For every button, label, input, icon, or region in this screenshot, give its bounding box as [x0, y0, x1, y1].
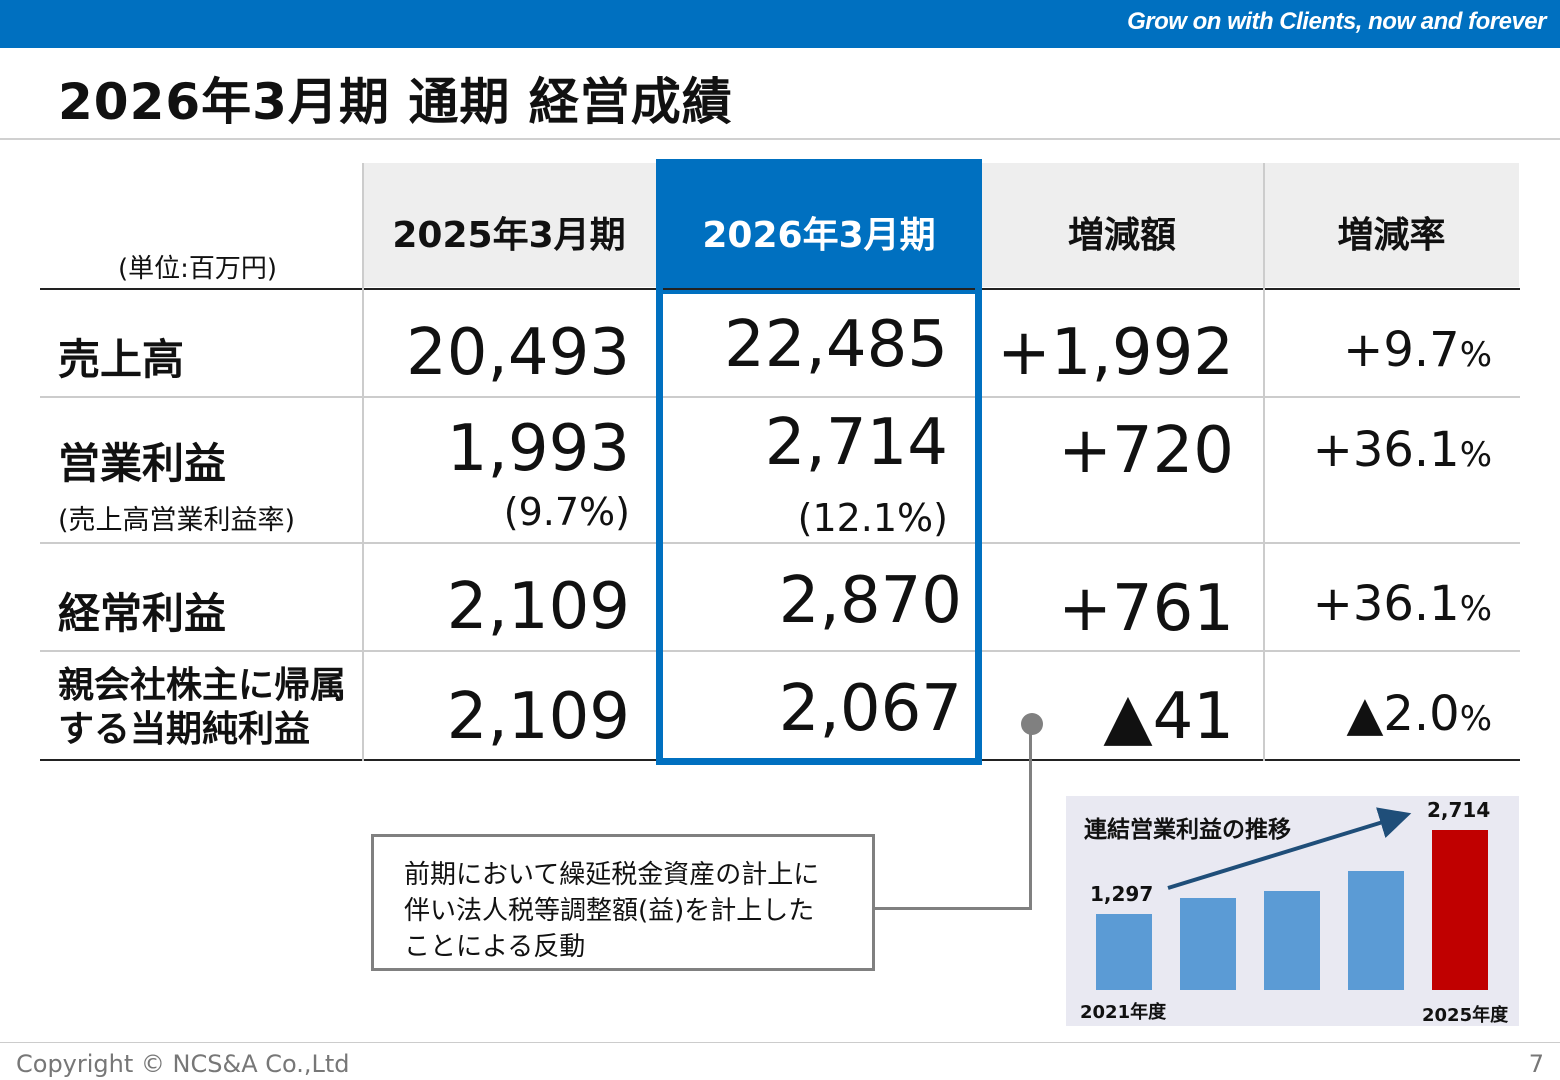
chart-bar: [1096, 914, 1152, 990]
row-label-operating-income: 営業利益: [58, 439, 227, 488]
header-diff: 増減額: [1067, 215, 1176, 256]
callout-note: 前期において繰延税金資産の計上に 伴い法人税等調整額(益)を計上した ことによる…: [371, 834, 875, 971]
copyright: Copyright © NCS&A Co.,Ltd: [16, 1050, 350, 1078]
header-rate: 増減率: [1337, 215, 1446, 256]
chart-first-value-label: 1,297: [1090, 882, 1154, 906]
page-number: 7: [1528, 1050, 1544, 1078]
top-banner: Grow on with Clients, now and forever: [0, 0, 1560, 48]
unit-label: (単位:百万円): [118, 254, 278, 284]
operating-income-diff: +720: [1058, 414, 1234, 488]
header-prev-year: 2025年3月期: [392, 215, 626, 256]
chart-bar: [1180, 898, 1236, 990]
operating-margin-current: (12.1%): [797, 496, 948, 540]
row-sublabel-operating-margin: (売上高営業利益率): [58, 505, 296, 536]
callout-line-2: 伴い法人税等調整額(益)を計上した: [404, 896, 815, 926]
row-label-ordinary-income: 経常利益: [58, 589, 227, 638]
header-cell-prev: [362, 163, 656, 287]
row-label-net-income-line2: する当期純利益: [58, 709, 311, 750]
callout-connector-horizontal: [875, 907, 1032, 910]
table-header-rule: [40, 288, 1520, 290]
row-label-net-income: 親会社株主に帰属 する当期純利益: [58, 664, 346, 752]
ordinary-income-prev: 2,109: [446, 570, 630, 644]
ordinary-income-diff: +761: [1058, 572, 1234, 646]
column-divider: [1263, 163, 1265, 761]
operating-income-rate: +36.1%: [1312, 422, 1492, 478]
chart-last-category-label: 2025年度: [1422, 1005, 1509, 1026]
highlight-column-frame: [656, 159, 982, 765]
chart-first-category-label: 2021年度: [1080, 1002, 1167, 1023]
chart-bar: [1264, 891, 1320, 990]
footer-divider: [0, 1042, 1560, 1043]
sales-rate: +9.7%: [1343, 322, 1492, 378]
page-title: 2026年3月期 通期 経営成績: [58, 73, 733, 131]
chart-trend-arrow: [1167, 807, 1412, 890]
sales-current: 22,485: [724, 308, 948, 382]
sales-diff: +1,992: [997, 316, 1234, 390]
chart-last-value-label: 2,714: [1427, 798, 1491, 822]
row-label-net-income-line1: 親会社株主に帰属: [58, 665, 347, 706]
net-income-current: 2,067: [778, 672, 962, 746]
row-divider: [40, 542, 1520, 544]
callout-line-1: 前期において繰延税金資産の計上に: [404, 860, 820, 890]
ordinary-income-current: 2,870: [778, 564, 962, 638]
row-divider: [40, 650, 1520, 652]
header-current-year: 2026年3月期: [702, 215, 936, 256]
net-income-diff: ▲41: [1103, 680, 1234, 754]
operating-income-prev: 1,993: [446, 412, 630, 486]
highlight-column-header: [656, 159, 982, 294]
chart-title: 連結営業利益の推移: [1084, 817, 1291, 843]
callout-anchor-dot: [1021, 713, 1043, 735]
row-divider: [40, 396, 1520, 398]
chart-bar: [1348, 871, 1404, 990]
net-income-rate: ▲2.0%: [1346, 686, 1492, 742]
row-label-sales: 売上高: [58, 335, 185, 384]
net-income-prev: 2,109: [446, 680, 630, 754]
header-cell-diff-rate: [982, 163, 1519, 287]
callout-line-3: ことによる反動: [404, 932, 586, 962]
operating-margin-prev: (9.7%): [503, 490, 630, 534]
callout-connector-vertical: [1029, 724, 1032, 910]
chart-bar: [1432, 830, 1488, 990]
slogan: Grow on with Clients, now and forever: [1127, 8, 1546, 35]
sales-prev: 20,493: [406, 316, 630, 390]
ordinary-income-rate: +36.1%: [1312, 576, 1492, 632]
column-divider: [362, 163, 364, 761]
callout-text: 前期において繰延税金資産の計上に 伴い法人税等調整額(益)を計上した ことによる…: [404, 857, 819, 965]
title-divider: [0, 138, 1560, 140]
operating-income-current: 2,714: [764, 406, 948, 480]
